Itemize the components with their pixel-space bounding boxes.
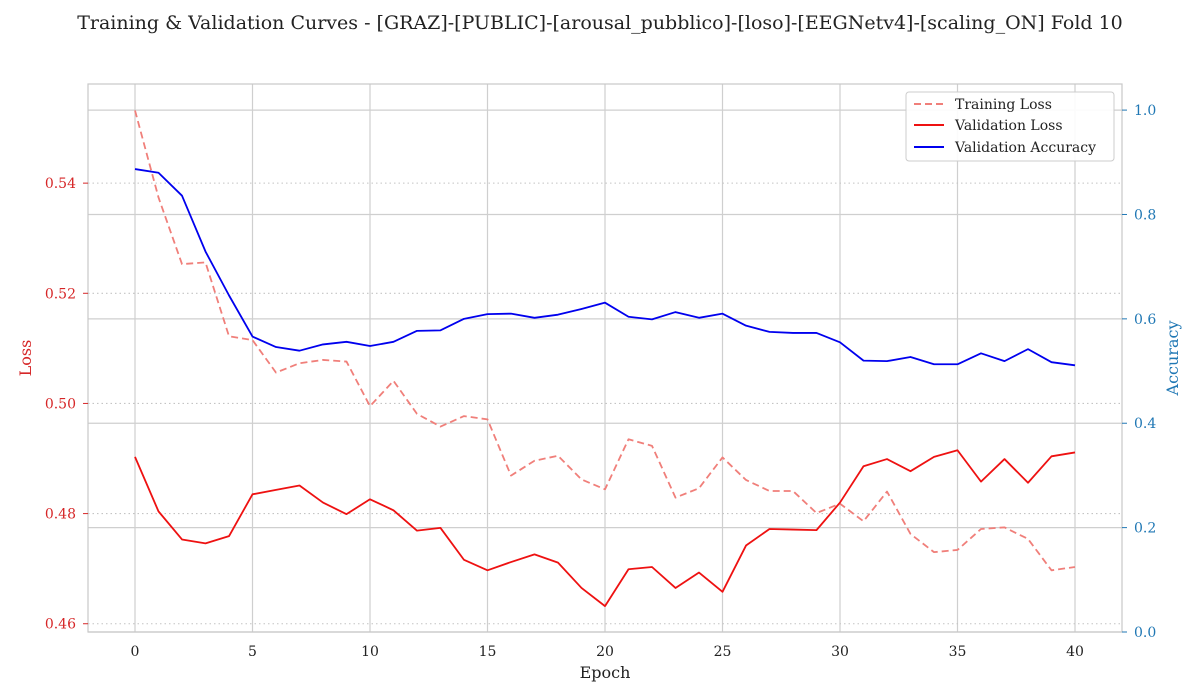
y-left-tick-label: 0.48 (45, 507, 76, 523)
x-tick-label: 0 (131, 644, 140, 660)
y-right-tick-label: 1.0 (1134, 103, 1156, 119)
x-tick-label: 15 (479, 644, 497, 660)
series-layer (134, 110, 1076, 608)
legend-label-validation-loss: Validation Loss (954, 118, 1063, 134)
y-right-tick-label: 0.2 (1134, 521, 1156, 537)
x-tick-label: 5 (248, 644, 257, 660)
y-left-axis-label: Loss (16, 340, 35, 377)
x-tick-label: 20 (596, 644, 614, 660)
y-left-tick-label: 0.50 (45, 396, 76, 412)
x-axis-label: Epoch (580, 663, 631, 682)
x-tick-label: 40 (1066, 644, 1084, 660)
y-right-tick-label: 0.0 (1134, 625, 1156, 641)
y-left-tick-label: 0.46 (45, 617, 76, 633)
y-left-tick-label: 0.52 (45, 286, 76, 302)
chart-title: Training & Validation Curves - [GRAZ]-[P… (77, 12, 1123, 34)
legend: Training Loss Validation Loss Validation… (905, 91, 1115, 162)
x-tick-label: 30 (831, 644, 849, 660)
y-right-tick-label: 0.6 (1134, 312, 1156, 328)
x-tick-label: 35 (949, 644, 967, 660)
y-right-tick-label: 0.4 (1134, 416, 1156, 432)
legend-box (905, 91, 1115, 162)
plot-frame (87, 83, 1123, 633)
y-right-tick-label: 0.8 (1134, 207, 1156, 223)
x-tick-label: 10 (361, 644, 379, 660)
validation-loss-line (134, 449, 1076, 608)
x-tick-label: 25 (714, 644, 732, 660)
tick-layer: 0 5 10 15 20 25 30 35 40 0.0 0.2 0.4 0.6 0.8 1.0 0.46 0.… (45, 103, 1157, 660)
y-right-axis-label: Accuracy (1163, 321, 1182, 397)
y-left-tick-label: 0.54 (45, 176, 76, 192)
grid-layer (88, 84, 1122, 633)
training-loss-line (134, 110, 1076, 572)
legend-label-validation-accuracy: Validation Accuracy (954, 140, 1096, 156)
legend-label-training-loss: Training Loss (955, 97, 1052, 113)
validation-accuracy-line (134, 168, 1076, 367)
